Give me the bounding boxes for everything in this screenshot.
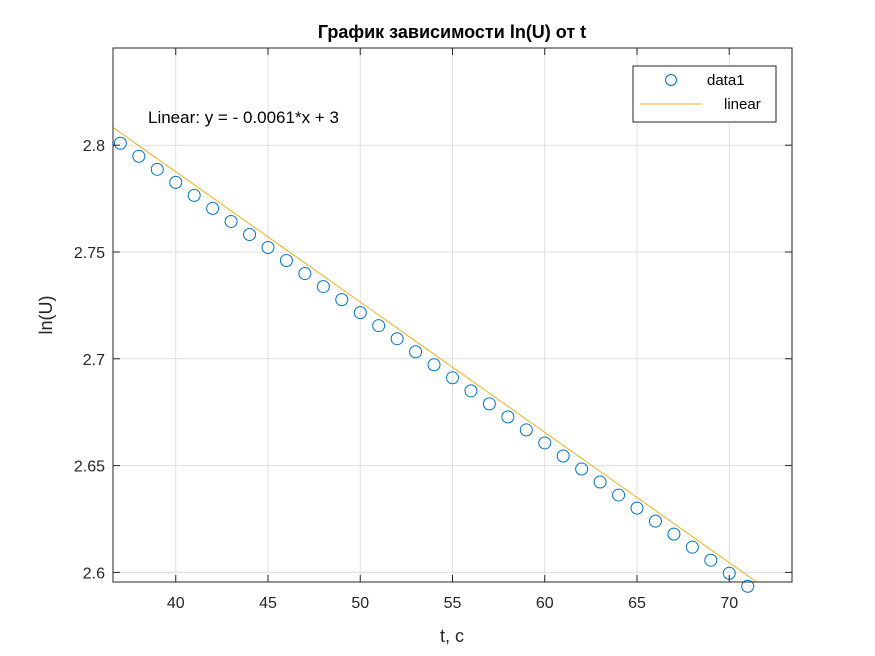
data-point	[556, 449, 570, 463]
data-point	[335, 293, 349, 307]
y-tick-labels: 2.6 2.65 2.7 2.75 2.8	[74, 138, 105, 582]
data-point	[704, 553, 718, 567]
data-point	[667, 527, 681, 541]
y-axis-label: ln(U)	[36, 296, 56, 335]
legend-marker-data1	[665, 74, 677, 86]
data-point	[206, 201, 220, 215]
data-point	[353, 306, 367, 320]
data-point	[685, 540, 699, 554]
data-point	[261, 241, 275, 255]
grid	[113, 48, 792, 582]
data-point	[427, 358, 441, 372]
data-point	[575, 462, 589, 476]
data-point	[630, 501, 644, 515]
marker-layer	[113, 136, 755, 593]
y-tick-label: 2.65	[74, 459, 105, 476]
x-tick-label: 60	[536, 595, 554, 612]
legend-box	[632, 65, 777, 123]
data-point	[501, 410, 515, 424]
fit-line-linear	[113, 127, 758, 582]
data-point	[519, 423, 533, 437]
x-tick-labels: 40 45 50 55 60 65 70	[167, 595, 738, 612]
data-point	[372, 319, 386, 333]
x-tick-label: 50	[351, 595, 369, 612]
data-point	[390, 332, 404, 346]
data-point	[243, 227, 257, 241]
x-tick-label: 65	[628, 595, 646, 612]
data-point	[648, 514, 662, 528]
y-tick-label: 2.8	[83, 138, 105, 155]
data-point	[150, 162, 164, 176]
x-tick-label: 40	[167, 595, 185, 612]
x-tick-label: 70	[720, 595, 738, 612]
data-point	[446, 371, 459, 385]
x-axis-label: t, c	[440, 626, 464, 646]
chart-title: График зависимости ln(U) от t	[318, 22, 586, 42]
data-point	[538, 436, 552, 450]
y-tick-label: 2.75	[74, 245, 105, 262]
data-point	[482, 397, 496, 411]
data-point	[593, 475, 607, 489]
data-point	[316, 280, 330, 294]
legend-label-linear: linear	[724, 96, 761, 113]
data-point	[187, 188, 201, 202]
data-point	[409, 345, 423, 359]
fit-equation-annotation: Linear: y = - 0.0061*x + 3	[148, 108, 339, 127]
data-point	[224, 214, 238, 228]
data-point	[298, 267, 312, 281]
fit-line-layer	[113, 127, 758, 582]
y-tick-label: 2.7	[83, 352, 105, 369]
data-point	[464, 384, 478, 398]
data-point	[169, 175, 183, 189]
x-tick-label: 55	[444, 595, 462, 612]
legend-label-data1: data1	[707, 72, 745, 89]
data-point	[741, 579, 755, 593]
legend: data1 linear	[632, 65, 777, 123]
ticks	[113, 48, 792, 582]
x-tick-label: 45	[259, 595, 277, 612]
data-point	[279, 254, 293, 268]
y-tick-label: 2.6	[83, 565, 105, 582]
data-point	[132, 149, 146, 163]
data-point	[612, 488, 626, 502]
data-point	[113, 136, 127, 150]
plot-area: 40 45 50 55 60 65 70 2.6 2.65 2.7 2.75 2.8	[74, 47, 793, 612]
